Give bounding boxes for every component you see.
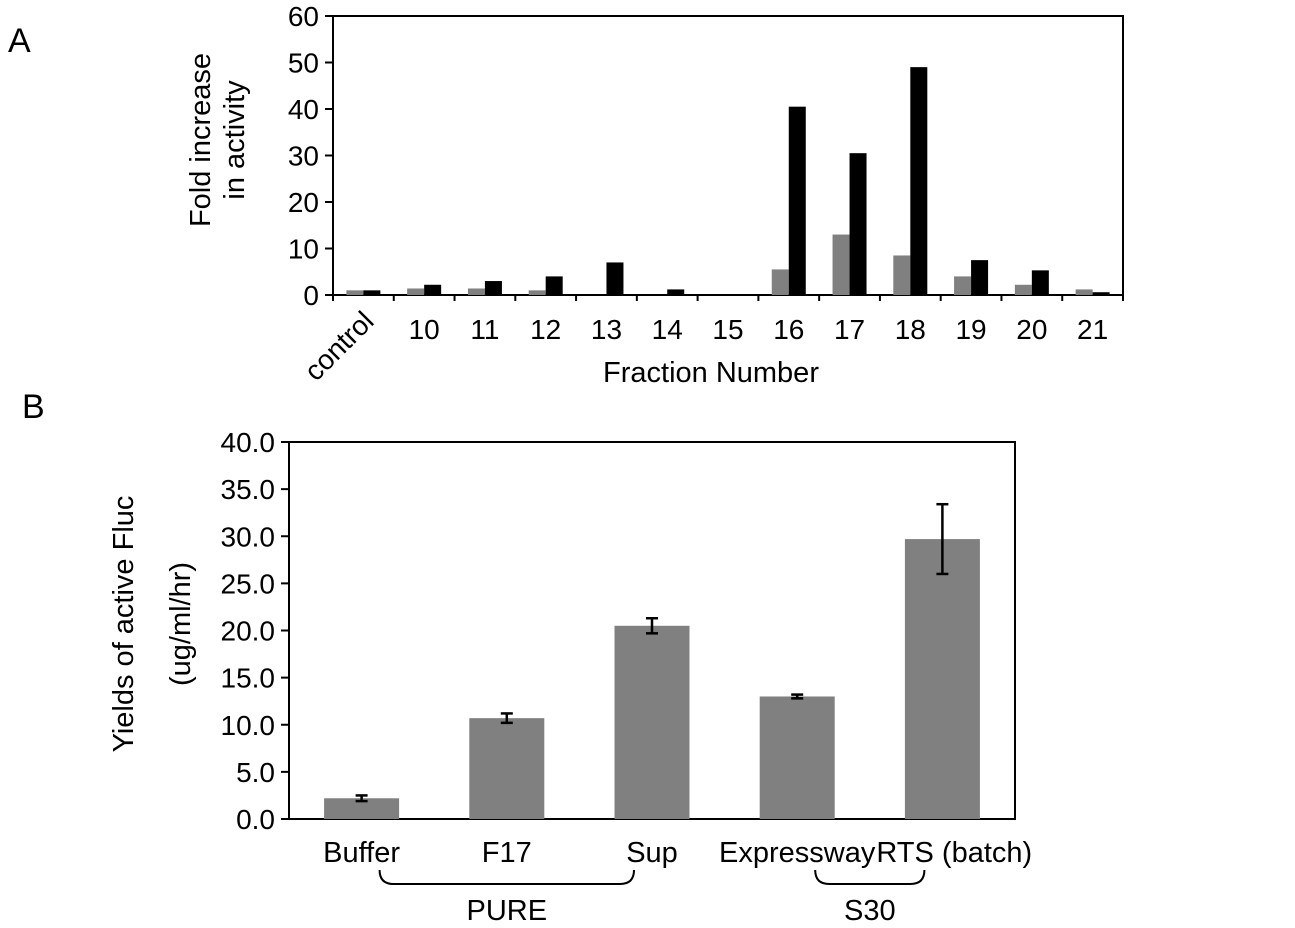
chart-a-bar-control-series-1 <box>346 290 364 295</box>
chart-a-bar-20-series-2 <box>1031 270 1049 295</box>
chart-a-y-label-line2: in activity <box>219 80 251 200</box>
chart-b-y-tick-label: 40.0 <box>221 427 276 458</box>
chart-a-bar-19-series-1 <box>954 276 972 295</box>
chart-a-x-tick-label: control <box>298 305 379 386</box>
chart-b-group-label-s30: S30 <box>844 895 896 927</box>
chart-b-bar-5 <box>904 539 980 819</box>
chart-a-x-tick-label: 11 <box>470 314 499 345</box>
chart-b-x-tick-label: Buffer <box>323 837 400 869</box>
chart-b-bars <box>324 502 980 819</box>
chart-a-bar-16-series-1 <box>771 269 789 295</box>
chart-a-x-tick-label: 19 <box>955 314 986 345</box>
chart-b-x-tick-label: RTS (batch) <box>876 837 1032 869</box>
chart-a-bars <box>346 67 1110 296</box>
chart-a-bar-11-series-2 <box>484 281 502 295</box>
chart-a-x-tick-label: 15 <box>712 314 743 345</box>
chart-a-bar-18-series-2 <box>910 67 928 296</box>
chart-b-groups: PURE S30 <box>378 869 926 927</box>
chart-a-bar-10-series-1 <box>407 288 425 295</box>
chart-b-group-label-pure: PURE <box>467 895 548 927</box>
chart-b-y-axis: 0.0 5.0 10.0 15.0 20.0 25.0 30.0 35.0 40.0 <box>221 427 289 835</box>
chart-a-x-tick-label: 21 <box>1077 314 1108 345</box>
chart-a-bar-11-series-1 <box>467 288 485 295</box>
chart-a-bar-12-series-2 <box>545 276 563 295</box>
chart-b-bar-1 <box>324 798 400 819</box>
chart-a-bar-control-series-2 <box>363 290 381 295</box>
chart-a-plot-frame <box>332 15 1124 296</box>
chart-a-y-tick-label: 50 <box>288 48 319 79</box>
panel-label-b: B <box>22 388 45 426</box>
chart-a-bar-21-series-2 <box>1092 292 1110 295</box>
chart-a-bar-10-series-2 <box>424 284 442 295</box>
chart-a-x-tick-label: 20 <box>1016 314 1047 345</box>
chart-b-group-brace-s30 <box>814 869 926 885</box>
chart-b-group-brace-pure <box>378 869 635 885</box>
chart-b-y-tick-label: 20.0 <box>221 616 276 647</box>
chart-b-y-label-line2: (ug/ml/hr) <box>165 562 197 686</box>
chart-a-x-tick-label: 17 <box>834 314 865 345</box>
chart-a-bar-17-series-1 <box>832 234 850 295</box>
chart-a-x-tick-label: 13 <box>591 314 622 345</box>
chart-b-y-tick-label: 25.0 <box>221 568 276 599</box>
chart-a-y-tick-label: 20 <box>288 187 319 218</box>
chart-b-y-tick-label: 35.0 <box>221 474 276 505</box>
chart-a-y-label-line1: Fold increase <box>185 53 217 227</box>
chart-b-x-tick-label: Sup <box>626 837 678 869</box>
chart-b-x-tick-label: F17 <box>482 837 532 869</box>
chart-a-x-label: Fraction Number <box>603 357 819 389</box>
chart-b: 0.0 5.0 10.0 15.0 20.0 25.0 30.0 35.0 40.0 Buffe… <box>108 427 1032 927</box>
chart-a-bar-21-series-1 <box>1075 289 1093 295</box>
chart-b-bar-2 <box>469 718 545 819</box>
chart-a-x-tick-label: 14 <box>652 314 683 345</box>
chart-b-x-tick-label: Expressway <box>719 837 876 869</box>
chart-a-bar-14-series-2 <box>667 289 685 295</box>
chart-a-y-tick-label: 30 <box>288 141 319 172</box>
chart-b-y-tick-label: 10.0 <box>221 710 276 741</box>
chart-b-y-tick-label: 30.0 <box>221 521 276 552</box>
chart-a-x-tick-label: 18 <box>895 314 926 345</box>
chart-a-y-tick-label: 10 <box>288 234 319 265</box>
chart-a-y-axis: 0 10 20 30 40 50 60 <box>288 1 333 311</box>
chart-b-y-tick-label: 0.0 <box>236 804 275 835</box>
chart-a-y-tick-label: 60 <box>288 1 319 32</box>
chart-a-bar-16-series-2 <box>788 106 806 295</box>
chart-a-y-tick-label: 0 <box>303 280 319 311</box>
chart-a: 0 10 20 30 40 50 60 control 10 11 12 13 14 15 16 17 18 1… <box>185 1 1124 389</box>
chart-a-bar-18-series-1 <box>893 255 911 295</box>
chart-b-y-tick-label: 5.0 <box>236 757 275 788</box>
chart-a-x-tick-label: 16 <box>773 314 804 345</box>
chart-a-bar-20-series-1 <box>1014 284 1032 295</box>
chart-a-bar-17-series-2 <box>849 153 867 295</box>
chart-b-y-label-line1: Yields of active Fluc <box>108 496 140 753</box>
chart-b-x-axis: Buffer F17 Sup Expressway RTS (batch) <box>323 837 1032 869</box>
chart-b-bar-4 <box>759 696 835 819</box>
chart-a-bar-19-series-2 <box>971 260 989 295</box>
chart-a-bar-12-series-1 <box>528 290 546 295</box>
chart-b-bar-3 <box>614 625 690 819</box>
chart-a-x-tick-label: 12 <box>530 314 561 345</box>
chart-b-y-tick-label: 15.0 <box>221 663 276 694</box>
chart-a-bar-13-series-2 <box>606 262 624 295</box>
chart-a-y-tick-label: 40 <box>288 94 319 125</box>
chart-a-x-tick-label: 10 <box>409 314 440 345</box>
panel-label-a: A <box>8 22 31 60</box>
